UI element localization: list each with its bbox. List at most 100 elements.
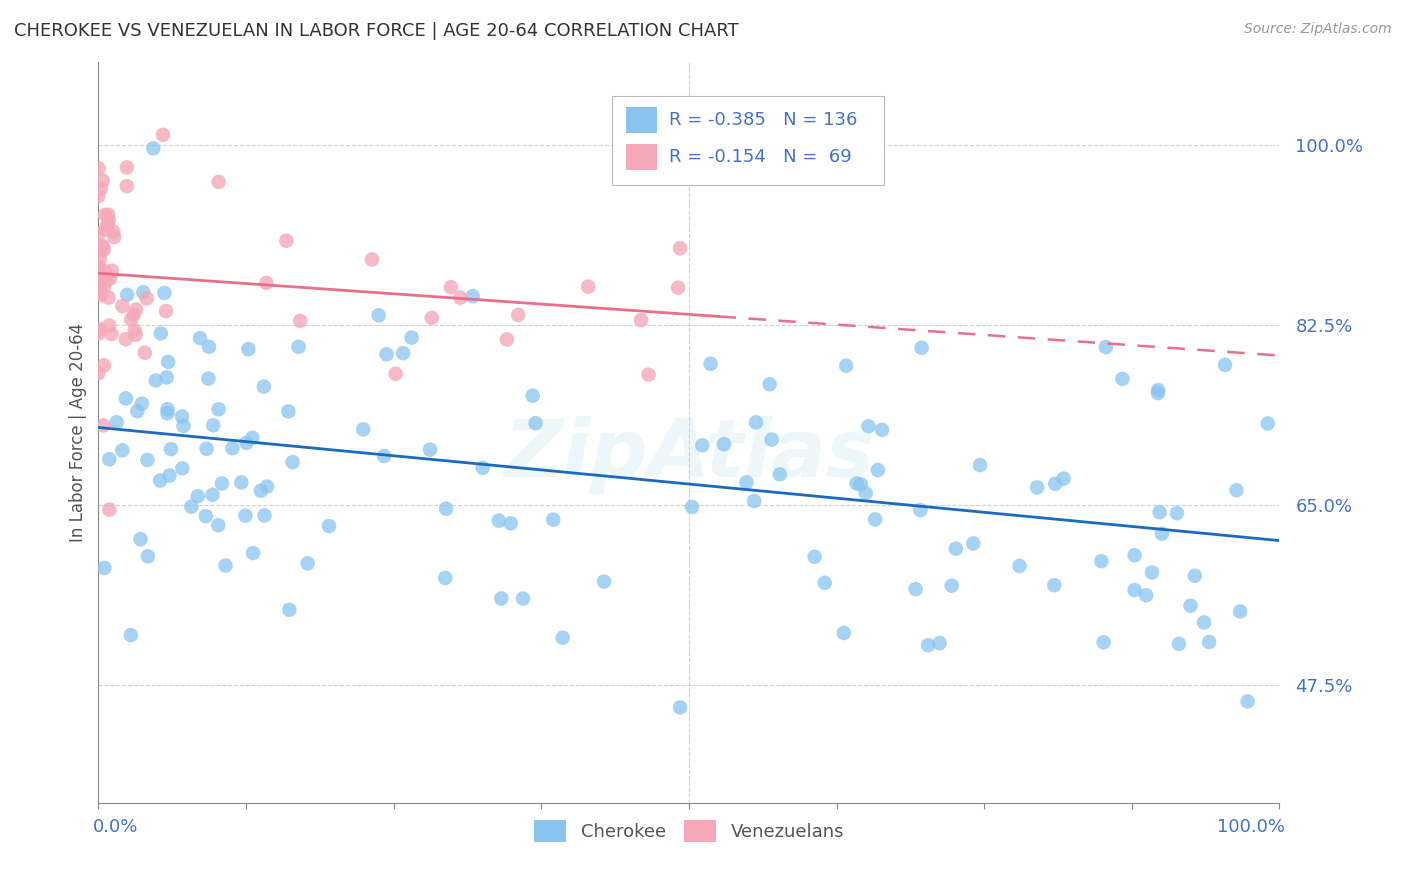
Point (91, 238, 114, 252)
Point (666, 280, 689, 294)
Point (115, 179, 138, 194)
Point (156, 402, 179, 417)
Point (745, 415, 768, 429)
Point (94, 264, 117, 278)
Point (145, 373, 167, 387)
Point (1198, 635, 1220, 649)
Point (419, 442, 441, 457)
Point (1192, 615, 1215, 630)
Point (1149, 505, 1171, 519)
Point (90, 182, 112, 196)
Point (499, 516, 522, 531)
Point (94, 222, 117, 236)
Point (384, 367, 406, 381)
Point (207, 402, 229, 417)
Point (129, 532, 152, 546)
Point (114, 332, 136, 346)
Point (198, 340, 221, 354)
Point (858, 419, 880, 434)
Point (488, 514, 510, 528)
Point (1166, 506, 1188, 520)
Point (156, 370, 179, 384)
Point (1180, 599, 1202, 613)
Point (170, 409, 193, 424)
Point (375, 347, 398, 361)
Point (100, 327, 122, 342)
Point (235, 508, 257, 523)
Point (1147, 386, 1170, 401)
Point (98, 452, 121, 467)
Point (91, 241, 114, 255)
Point (863, 512, 886, 526)
Point (87, 278, 110, 293)
Point (593, 574, 616, 589)
Point (111, 299, 134, 313)
Point (89, 252, 111, 266)
Point (692, 438, 714, 452)
FancyBboxPatch shape (626, 145, 657, 170)
Point (1043, 578, 1066, 592)
Point (242, 546, 264, 560)
Point (238, 342, 260, 356)
Point (1184, 568, 1206, 582)
Point (699, 357, 721, 371)
Point (962, 536, 984, 550)
Point (637, 368, 659, 382)
Point (97, 272, 120, 286)
Point (197, 371, 219, 385)
Point (124, 327, 146, 342)
Point (735, 475, 758, 490)
Point (159, 468, 181, 483)
Point (1257, 417, 1279, 431)
Point (742, 494, 765, 508)
Point (115, 161, 138, 175)
Y-axis label: In Labor Force | Age 20-64: In Labor Force | Age 20-64 (69, 323, 87, 542)
Point (945, 541, 967, 556)
Point (1213, 358, 1236, 372)
Point (94, 208, 117, 222)
Point (758, 377, 780, 392)
Point (904, 582, 927, 596)
Point (1111, 372, 1133, 386)
Point (440, 280, 463, 294)
Point (97, 213, 120, 227)
Point (180, 500, 202, 514)
Point (242, 431, 264, 445)
Point (98, 271, 121, 285)
Point (136, 453, 159, 467)
Point (253, 379, 276, 393)
Point (231, 475, 253, 490)
Point (122, 308, 145, 322)
Point (1092, 635, 1115, 649)
Point (87, 189, 110, 203)
Point (318, 519, 340, 533)
Point (461, 289, 484, 303)
Point (89, 284, 111, 298)
Point (103, 230, 125, 244)
Point (845, 476, 868, 491)
Point (120, 628, 142, 642)
Point (1008, 558, 1031, 573)
Point (917, 638, 939, 652)
Point (508, 308, 530, 322)
Point (1167, 637, 1189, 651)
Point (1135, 588, 1157, 602)
Point (287, 340, 309, 354)
Point (367, 309, 389, 323)
Point (207, 518, 229, 533)
Point (471, 460, 494, 475)
Point (125, 302, 148, 317)
Point (630, 313, 652, 327)
Point (202, 418, 225, 433)
Point (373, 449, 395, 463)
Point (512, 591, 534, 606)
Point (1236, 694, 1258, 708)
Point (835, 359, 858, 373)
Point (97, 291, 120, 305)
Point (524, 416, 547, 430)
Point (149, 474, 172, 488)
Point (1026, 480, 1049, 494)
Point (89, 267, 111, 281)
Point (541, 513, 564, 527)
Point (761, 433, 783, 447)
